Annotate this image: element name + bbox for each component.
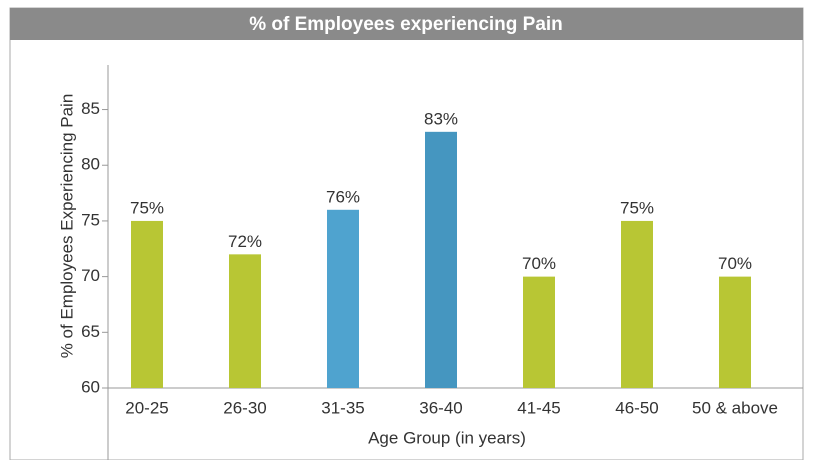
- value-label: 70%: [718, 254, 752, 273]
- value-label: 75%: [620, 198, 654, 217]
- x-tick-label: 50 & above: [692, 398, 778, 417]
- y-axis-label: % of Employees Experiencing Pain: [57, 94, 76, 359]
- bar: [523, 276, 555, 388]
- bar: [229, 254, 261, 388]
- x-tick-label: 46-50: [615, 398, 658, 417]
- bar: [131, 220, 163, 388]
- value-label: 83%: [424, 109, 458, 128]
- frame: [9, 7, 804, 460]
- x-tick-label: 31-35: [321, 398, 364, 417]
- bar: [621, 220, 653, 388]
- y-tick-label: 65: [81, 322, 100, 341]
- chart-title: % of Employees experiencing Pain: [249, 14, 563, 35]
- value-label: 76%: [326, 187, 360, 206]
- y-tick-label: 85: [81, 99, 100, 118]
- value-label: 75%: [130, 198, 164, 217]
- title-bar: [10, 8, 803, 40]
- value-label: 72%: [228, 232, 262, 251]
- x-tick-label: 36-40: [419, 398, 462, 417]
- y-tick-label: 70: [81, 266, 100, 285]
- x-axis-label: Age Group (in years): [368, 428, 526, 447]
- y-tick-label: 60: [81, 377, 100, 396]
- x-tick-label: 26-30: [223, 398, 266, 417]
- y-tick-label: 80: [81, 155, 100, 174]
- bar: [719, 276, 751, 388]
- y-tick-label: 75: [81, 210, 100, 229]
- bar: [327, 209, 359, 388]
- value-label: 70%: [522, 254, 556, 273]
- x-tick-label: 41-45: [517, 398, 560, 417]
- bar: [425, 131, 457, 389]
- x-tick-label: 20-25: [125, 398, 168, 417]
